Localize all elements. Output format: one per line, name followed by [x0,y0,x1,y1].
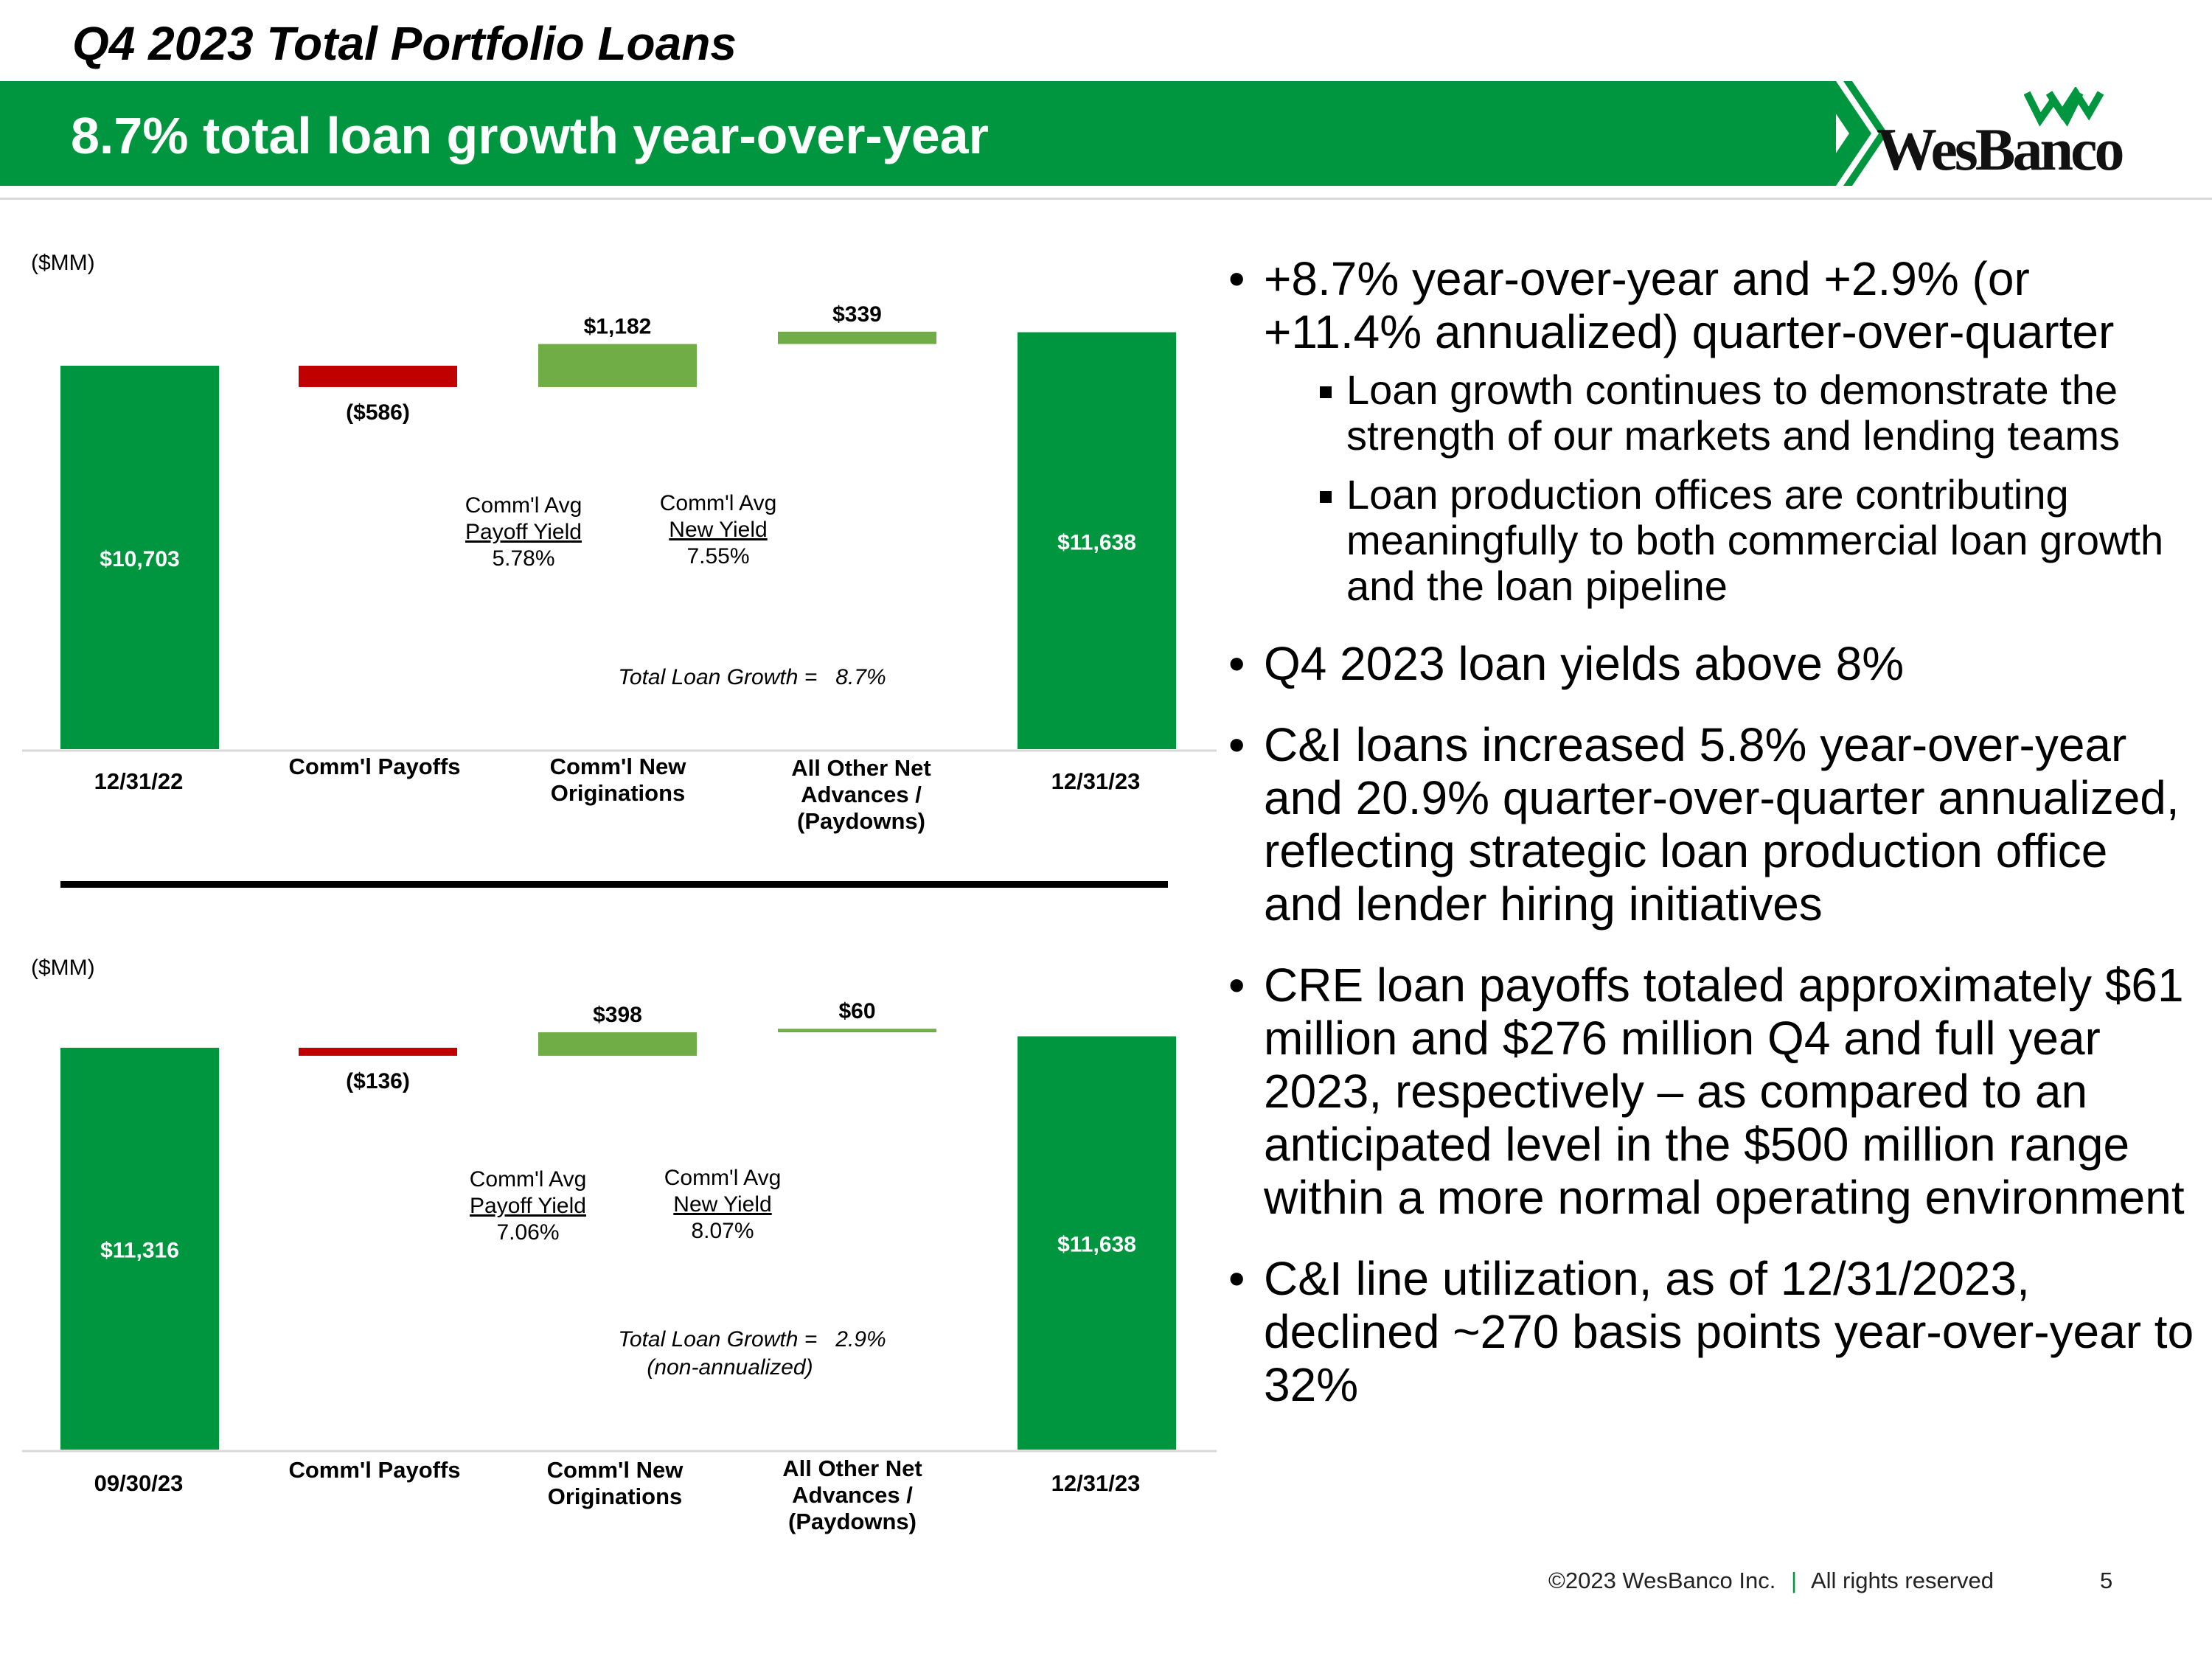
bullet-text: CRE loan payoffs totaled approximately $… [1264,959,2185,1224]
waterfall-bar [538,344,697,387]
quarterly-waterfall-chart: ($MM) $11,316 ($136) $398 $60 $11,638 09/30/… [0,941,1224,1545]
growth-label: Total Loan Growth = [618,665,818,689]
footer-separator: | [1790,1568,1798,1593]
waterfall-bar [60,366,219,749]
category-label: 12/31/23 [1051,768,1141,794]
bullet-text: C&I line utilization, as of 12/31/2023, … [1264,1252,2194,1411]
bullet-dot-icon: • [1228,1252,1245,1305]
sub-bullet-item: Loan growth continues to demonstrate the… [1224,367,2197,459]
square-bullet-icon [1320,491,1332,503]
footer-rights: All rights reserved [1810,1568,1994,1593]
key-points-list: • +8.7% year-over-year and +2.9% (or +11… [1224,252,2197,1439]
new-note-label: New Yield [673,1192,772,1217]
growth-value: 2.9% [835,1327,886,1352]
page-number: 5 [2100,1568,2113,1593]
bar-value-label: $1,182 [584,315,652,339]
new-note-title: Comm'l Avg [664,1166,782,1190]
footer: ©2023 WesBanco Inc. | All rights reserve… [1548,1568,1994,1594]
bullet-text: C&I loans increased 5.8% year-over-year … [1264,718,2180,931]
waterfall-bar [778,331,936,344]
sub-bullet-item: Loan production offices are contributing… [1224,472,2197,609]
new-yield-note: Comm'l Avg New Yield 7.55% [622,490,814,570]
waterfall-bar [299,1048,457,1056]
bar-value-label: $11,638 [1057,1233,1136,1257]
bar-value-label: $339 [832,302,882,327]
payoff-yield-note: Comm'l Avg Payoff Yield 7.06% [432,1166,624,1246]
category-label: Comm'l Payoffs [288,1457,461,1483]
bar-value-label: $11,638 [1057,530,1136,554]
logo-w-mark-icon [2024,87,2104,127]
bullet-item: • C&I line utilization, as of 12/31/2023… [1224,1252,2197,1411]
bullet-item: • Q4 2023 loan yields above 8% [1224,637,2197,690]
bar-value-label: $60 [838,999,875,1023]
title-banner [0,81,1836,186]
square-bullet-icon [1320,386,1332,398]
payoff-note-value: 7.06% [496,1220,560,1245]
category-label: Comm'l New Originations [546,1457,684,1509]
bullet-dot-icon: • [1228,959,1245,1012]
waterfall-bar [538,1032,697,1056]
category-label: 12/31/22 [94,768,184,794]
waterfall-bar [299,366,457,387]
total-growth-note: Total Loan Growth = 2.9% (non-annualized… [597,1326,907,1382]
payoff-note-value: 5.78% [492,546,555,571]
chart-unit-label: ($MM) [31,956,95,980]
sub-bullet-text: Loan growth continues to demonstrate the… [1346,366,2121,459]
bullet-text: Q4 2023 loan yields above 8% [1264,637,1905,690]
chart-unit-label: ($MM) [31,251,95,275]
annual-waterfall-chart: ($MM) $10,703 ($586) $1,182 $339 $11,638 12/… [0,236,1224,841]
bullet-text: +8.7% year-over-year and +2.9% (or +11.4… [1264,252,2115,358]
payoff-note-label: Payoff Yield [465,520,582,544]
growth-label: Total Loan Growth = [618,1327,818,1352]
bar-value-label: $10,703 [100,547,179,571]
waterfall-bar [60,1048,219,1450]
waterfall-bar [1018,332,1176,749]
payoff-note-title: Comm'l Avg [469,1167,587,1192]
new-note-title: Comm'l Avg [659,491,777,515]
new-note-label: New Yield [669,518,768,542]
growth-footnote: (non-annualized) [647,1355,813,1380]
banner-chevron-icon [1814,81,1888,186]
payoff-note-label: Payoff Yield [470,1194,586,1218]
total-growth-note: Total Loan Growth = 8.7% [597,664,907,692]
growth-value: 8.7% [835,665,886,689]
category-label: 12/31/23 [1051,1470,1141,1496]
bar-value-label: ($136) [346,1069,410,1093]
bullet-item: • +8.7% year-over-year and +2.9% (or +11… [1224,252,2197,609]
payoff-yield-note: Comm'l Avg Payoff Yield 5.78% [428,493,619,572]
banner-title: 8.7% total loan growth year-over-year [71,107,989,164]
bar-value-label: $11,316 [100,1239,179,1263]
slide-pretitle: Q4 2023 Total Portfolio Loans [72,17,737,70]
category-label: 09/30/23 [94,1470,184,1496]
bar-value-label: ($586) [346,400,410,425]
bullet-dot-icon: • [1228,637,1245,690]
bar-value-label: $398 [593,1003,642,1027]
bullet-dot-icon: • [1228,252,1245,305]
sub-bullet-text: Loan production offices are contributing… [1346,471,2164,609]
logo-wordmark: WesBanco [1877,116,2124,183]
category-label: All Other Net Advances / (Paydowns) [791,755,931,834]
wesbanco-logo: WesBanco [1877,87,2142,183]
chart-divider [60,881,1168,888]
new-yield-note: Comm'l Avg New Yield 8.07% [627,1165,818,1245]
waterfall-svg: $10,703 ($586) $1,182 $339 $11,638 [22,302,1217,752]
payoff-note-title: Comm'l Avg [465,493,582,518]
header-rule [0,198,2212,200]
footer-copyright: ©2023 WesBanco Inc. [1548,1568,1776,1593]
category-label: Comm'l New Originations [549,754,686,806]
bullet-item: • CRE loan payoffs totaled approximately… [1224,959,2197,1224]
bullet-dot-icon: • [1228,718,1245,771]
waterfall-bar [1018,1036,1176,1450]
category-label: All Other Net Advances / (Paydowns) [782,1455,922,1534]
category-label: Comm'l Payoffs [288,754,461,779]
new-note-value: 8.07% [691,1219,754,1243]
waterfall-bar [778,1029,936,1033]
new-note-value: 7.55% [686,544,750,568]
bullet-item: • C&I loans increased 5.8% year-over-yea… [1224,718,2197,931]
waterfall-svg: $11,316 ($136) $398 $60 $11,638 [22,999,1217,1453]
